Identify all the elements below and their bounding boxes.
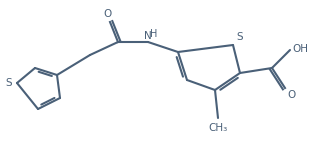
Text: N: N	[144, 31, 152, 41]
Text: H: H	[150, 29, 157, 39]
Text: O: O	[287, 90, 295, 100]
Text: S: S	[236, 32, 243, 42]
Text: S: S	[5, 78, 12, 88]
Text: CH₃: CH₃	[208, 123, 228, 133]
Text: O: O	[104, 9, 112, 19]
Text: OH: OH	[292, 44, 308, 54]
